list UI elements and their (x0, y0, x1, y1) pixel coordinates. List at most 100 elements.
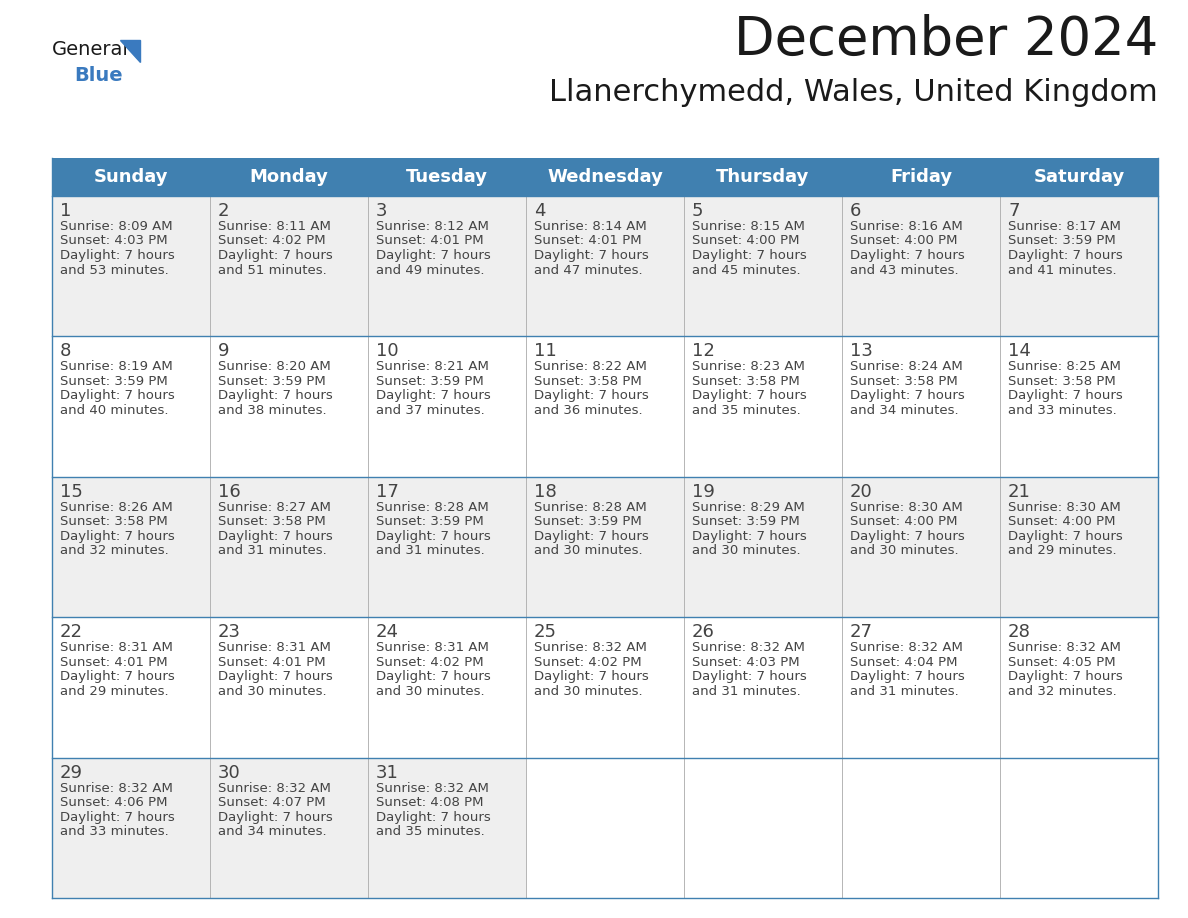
Text: Sunset: 3:59 PM: Sunset: 3:59 PM (375, 515, 484, 528)
Text: 14: 14 (1007, 342, 1031, 361)
Text: and 29 minutes.: and 29 minutes. (1007, 544, 1117, 557)
Bar (1000, 757, 1158, 898)
Text: 27: 27 (849, 623, 873, 641)
Text: Sunday: Sunday (94, 168, 169, 186)
Text: Sunset: 4:03 PM: Sunset: 4:03 PM (691, 655, 800, 668)
Text: Sunrise: 8:19 AM: Sunrise: 8:19 AM (61, 361, 172, 374)
Text: and 30 minutes.: and 30 minutes. (691, 544, 801, 557)
Text: Sunset: 3:58 PM: Sunset: 3:58 PM (1007, 375, 1116, 388)
Text: Sunset: 4:03 PM: Sunset: 4:03 PM (61, 234, 168, 248)
Text: Daylight: 7 hours: Daylight: 7 hours (375, 389, 491, 402)
Text: Sunset: 3:59 PM: Sunset: 3:59 PM (219, 375, 326, 388)
Text: Sunset: 3:58 PM: Sunset: 3:58 PM (219, 515, 326, 528)
Text: Sunrise: 8:32 AM: Sunrise: 8:32 AM (1007, 641, 1120, 655)
Text: Sunrise: 8:29 AM: Sunrise: 8:29 AM (691, 501, 804, 514)
Text: and 36 minutes.: and 36 minutes. (533, 404, 643, 417)
Text: 2: 2 (219, 202, 229, 220)
Text: 5: 5 (691, 202, 703, 220)
Text: Sunset: 3:59 PM: Sunset: 3:59 PM (1007, 234, 1116, 248)
Text: Daylight: 7 hours: Daylight: 7 hours (533, 530, 649, 543)
Text: Sunrise: 8:26 AM: Sunrise: 8:26 AM (61, 501, 172, 514)
Text: Sunset: 4:00 PM: Sunset: 4:00 PM (849, 234, 958, 248)
Text: and 31 minutes.: and 31 minutes. (849, 685, 959, 698)
Text: Wednesday: Wednesday (546, 168, 663, 186)
Text: Daylight: 7 hours: Daylight: 7 hours (1007, 670, 1123, 683)
Text: 21: 21 (1007, 483, 1031, 501)
Text: 22: 22 (61, 623, 83, 641)
Text: 20: 20 (849, 483, 873, 501)
Text: Daylight: 7 hours: Daylight: 7 hours (375, 670, 491, 683)
Text: Sunrise: 8:16 AM: Sunrise: 8:16 AM (849, 220, 962, 233)
Text: Daylight: 7 hours: Daylight: 7 hours (1007, 530, 1123, 543)
Text: 18: 18 (533, 483, 557, 501)
Text: 30: 30 (219, 764, 241, 781)
Text: and 40 minutes.: and 40 minutes. (61, 404, 169, 417)
Text: and 30 minutes.: and 30 minutes. (533, 544, 643, 557)
Text: Daylight: 7 hours: Daylight: 7 hours (61, 530, 175, 543)
Text: 13: 13 (849, 342, 873, 361)
Text: Sunrise: 8:11 AM: Sunrise: 8:11 AM (219, 220, 331, 233)
Text: Daylight: 7 hours: Daylight: 7 hours (375, 811, 491, 823)
Text: and 34 minutes.: and 34 minutes. (849, 404, 959, 417)
Text: Daylight: 7 hours: Daylight: 7 hours (1007, 249, 1123, 262)
Text: Sunrise: 8:22 AM: Sunrise: 8:22 AM (533, 361, 647, 374)
Text: Daylight: 7 hours: Daylight: 7 hours (849, 670, 965, 683)
Text: Sunset: 4:02 PM: Sunset: 4:02 PM (219, 234, 326, 248)
Text: Sunrise: 8:31 AM: Sunrise: 8:31 AM (375, 641, 489, 655)
Text: 4: 4 (533, 202, 545, 220)
Text: Daylight: 7 hours: Daylight: 7 hours (533, 389, 649, 402)
Text: and 32 minutes.: and 32 minutes. (1007, 685, 1117, 698)
Text: Daylight: 7 hours: Daylight: 7 hours (533, 249, 649, 262)
Text: Sunrise: 8:30 AM: Sunrise: 8:30 AM (1007, 501, 1120, 514)
Bar (52, 757, 1158, 898)
Text: 15: 15 (61, 483, 83, 501)
Text: Daylight: 7 hours: Daylight: 7 hours (691, 670, 807, 683)
Text: Blue: Blue (74, 66, 122, 85)
Text: Llanerchymedd, Wales, United Kingdom: Llanerchymedd, Wales, United Kingdom (549, 78, 1158, 107)
Text: Sunset: 4:01 PM: Sunset: 4:01 PM (375, 234, 484, 248)
Text: and 30 minutes.: and 30 minutes. (849, 544, 959, 557)
Text: Thursday: Thursday (716, 168, 810, 186)
Text: and 35 minutes.: and 35 minutes. (691, 404, 801, 417)
Text: 16: 16 (219, 483, 241, 501)
Text: and 30 minutes.: and 30 minutes. (533, 685, 643, 698)
Text: and 51 minutes.: and 51 minutes. (219, 263, 327, 276)
Text: Daylight: 7 hours: Daylight: 7 hours (691, 389, 807, 402)
Text: Friday: Friday (890, 168, 952, 186)
Text: Sunrise: 8:23 AM: Sunrise: 8:23 AM (691, 361, 805, 374)
Text: Sunrise: 8:30 AM: Sunrise: 8:30 AM (849, 501, 962, 514)
Text: Sunset: 3:58 PM: Sunset: 3:58 PM (61, 515, 168, 528)
Bar (526, 757, 684, 898)
Text: Sunrise: 8:15 AM: Sunrise: 8:15 AM (691, 220, 805, 233)
Text: 24: 24 (375, 623, 399, 641)
Text: General: General (52, 40, 128, 59)
Text: and 33 minutes.: and 33 minutes. (1007, 404, 1117, 417)
Text: 26: 26 (691, 623, 715, 641)
Text: and 41 minutes.: and 41 minutes. (1007, 263, 1117, 276)
Text: Daylight: 7 hours: Daylight: 7 hours (691, 249, 807, 262)
Text: Sunset: 4:00 PM: Sunset: 4:00 PM (1007, 515, 1116, 528)
Text: Daylight: 7 hours: Daylight: 7 hours (533, 670, 649, 683)
Text: Daylight: 7 hours: Daylight: 7 hours (61, 670, 175, 683)
Bar (684, 757, 842, 898)
Text: Sunrise: 8:28 AM: Sunrise: 8:28 AM (533, 501, 646, 514)
Text: Sunset: 3:58 PM: Sunset: 3:58 PM (691, 375, 800, 388)
Text: Sunset: 4:06 PM: Sunset: 4:06 PM (61, 796, 168, 809)
Text: and 45 minutes.: and 45 minutes. (691, 263, 801, 276)
Text: Sunrise: 8:20 AM: Sunrise: 8:20 AM (219, 361, 330, 374)
Text: and 47 minutes.: and 47 minutes. (533, 263, 643, 276)
Text: Sunrise: 8:28 AM: Sunrise: 8:28 AM (375, 501, 488, 514)
Text: and 49 minutes.: and 49 minutes. (375, 263, 485, 276)
Text: Daylight: 7 hours: Daylight: 7 hours (375, 249, 491, 262)
Text: Sunrise: 8:09 AM: Sunrise: 8:09 AM (61, 220, 172, 233)
Text: Sunset: 4:01 PM: Sunset: 4:01 PM (61, 655, 168, 668)
Text: Sunrise: 8:32 AM: Sunrise: 8:32 AM (219, 781, 331, 795)
Text: Sunrise: 8:31 AM: Sunrise: 8:31 AM (61, 641, 173, 655)
Text: 19: 19 (691, 483, 715, 501)
Text: and 31 minutes.: and 31 minutes. (691, 685, 801, 698)
Text: Sunset: 4:02 PM: Sunset: 4:02 PM (533, 655, 642, 668)
Text: Daylight: 7 hours: Daylight: 7 hours (219, 811, 333, 823)
Text: Monday: Monday (249, 168, 328, 186)
Text: Sunset: 3:58 PM: Sunset: 3:58 PM (533, 375, 642, 388)
Text: Daylight: 7 hours: Daylight: 7 hours (219, 249, 333, 262)
